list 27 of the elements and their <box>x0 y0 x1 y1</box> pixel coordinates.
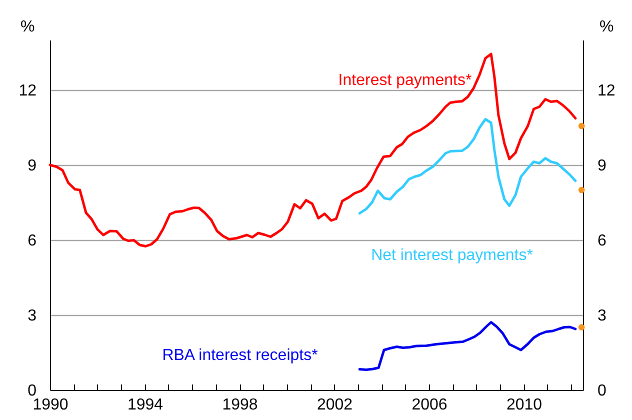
x-tick-label: 1998 <box>222 396 258 414</box>
y2-tick-label: 12 <box>598 82 616 100</box>
line-series <box>358 321 577 371</box>
text: Net interest payments* <box>371 247 533 264</box>
x-tick-label: 2002 <box>316 396 353 414</box>
y2-tick-label: 3 <box>598 308 606 324</box>
x-tick-label: 2010 <box>506 396 542 414</box>
point <box>578 186 585 194</box>
x-tick-label: 1994 <box>127 396 164 414</box>
line-series <box>48 52 577 248</box>
x-tick-label: 1990 <box>32 396 68 414</box>
y-axis-title: % <box>20 18 35 36</box>
y-tick-label: 9 <box>28 158 37 174</box>
text: RBA interest receipts* <box>162 347 318 364</box>
line-series <box>358 118 577 214</box>
y-tick-label: 12 <box>18 82 37 100</box>
y-tick-label: 6 <box>28 232 37 250</box>
point <box>578 324 585 330</box>
y2-axis-title: % <box>600 18 614 36</box>
x-tick-label: 2006 <box>412 396 448 414</box>
y2-tick-label: 9 <box>598 158 606 174</box>
point <box>578 122 585 130</box>
y-tick-label: 0 <box>28 382 37 400</box>
y-tick-label: 3 <box>28 308 37 324</box>
series-label: Interest payments* <box>338 72 472 89</box>
y2-tick-label: 6 <box>598 232 606 250</box>
y2-tick-label: 0 <box>598 382 606 400</box>
